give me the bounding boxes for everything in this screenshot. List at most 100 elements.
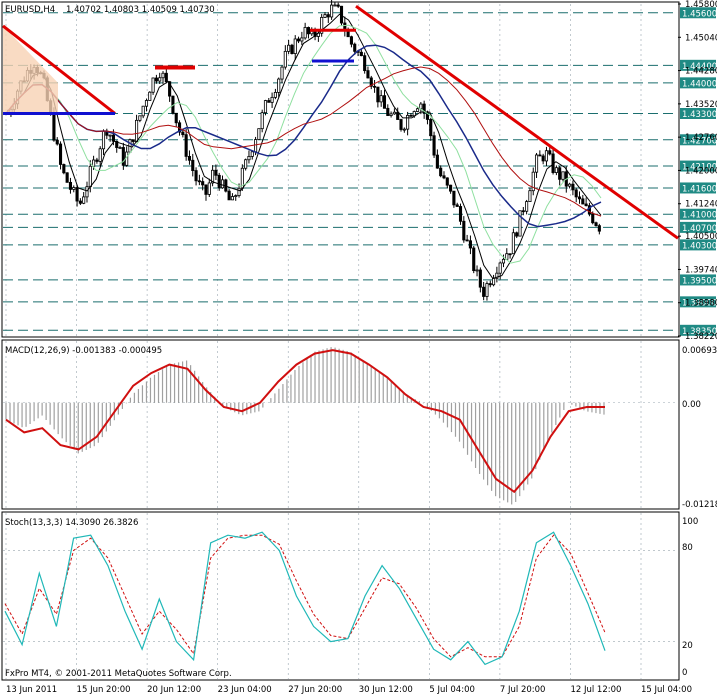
candle-body [82,196,86,204]
candle-body [293,38,297,54]
candle-body [442,175,446,179]
candle-body [118,147,122,149]
price-level-label-bg [680,296,716,308]
candle-body [227,190,231,201]
candle-body [525,201,529,212]
ma-fast-line [5,13,602,280]
candle-body [462,220,466,241]
candle-body [164,72,168,83]
price-level-label: 1.39500 [682,276,717,286]
candle-body [148,91,152,101]
time-axis: 13 Jun 2011 15 Jun 20:00 20 Jun 12:00 23 Ju… [6,685,692,695]
candle-body [554,167,558,173]
macd-tick-max: 0.00693 [682,346,717,356]
candle-body [399,119,403,130]
candle-body [184,134,188,157]
candle-body [452,190,456,206]
time-tick-label: 15 Jul 04:00 [641,685,692,695]
candle-body [376,86,380,103]
price-level-label: 1.38350 [682,327,717,337]
trendline-left [2,24,116,115]
candle-body [379,95,383,103]
candle-body [472,247,476,272]
candle-body [597,225,601,232]
candle-body [594,222,598,227]
candle-body [455,204,459,207]
candle-body [475,269,479,272]
candle-body [363,55,367,72]
candle-body [154,77,158,82]
candle-body [68,181,73,190]
candle-body [260,112,264,130]
copyright-text: FxPro MT4, © 2001-2011 MetaQuotes Softwa… [5,669,232,679]
price-level-label-bg [680,239,716,251]
macd-histogram [5,347,605,505]
candle-body [392,111,396,115]
candle-body [247,155,251,161]
candle-body [501,258,506,264]
candle-body [581,198,585,205]
time-tick-label: 20 Jun 12:00 [147,685,201,695]
candle-body [449,184,453,192]
candle-body [577,196,582,200]
price-level-label: 1.40700 [682,224,717,234]
candle-body [386,107,390,116]
candle-body [55,139,59,145]
price-level-label: 1.44000 [682,79,717,89]
candle-body [359,51,363,57]
candle-body [194,170,198,182]
candle-body [58,143,63,165]
candle-body [98,148,102,162]
price-level-label-bg [680,208,716,220]
candle-body [201,181,205,186]
candle-body [121,147,125,166]
candle-body [389,113,393,116]
candle-body [571,183,575,191]
candle-body [151,77,155,93]
candle-body [538,154,542,157]
stoch-signal-line [4,534,606,658]
candle-body [187,155,192,161]
candle-body [181,131,185,136]
price-level-label: 1.43300 [682,110,717,120]
candle-body [290,44,294,54]
candle-body [373,85,377,88]
main-panel: 1.45600 1.44400 1.44000 1.43300 1.42700 1.421… [1,0,717,338]
channel-fill [3,25,58,114]
candle-body [432,135,436,156]
price-level-label: 1.41600 [682,184,717,194]
price-tick-label: 1.44280 [685,67,717,77]
candle-body [429,119,433,137]
stoch-tick-100: 100 [682,517,698,527]
candle-body [445,177,449,186]
price-tick-label: 1.43520 [685,100,717,110]
candle-body [568,183,572,187]
candle-body [591,213,595,224]
candle-body [52,113,56,141]
stoch-tick-80: 80 [682,543,693,553]
candle-body [296,38,301,42]
candle-body [468,240,472,249]
candle-body [330,4,334,18]
candle-body [369,77,373,87]
time-tick-label: 23 Jun 04:00 [218,685,272,695]
moving-averages [5,13,602,280]
candle-body [505,253,509,260]
ma-green-line [5,24,602,264]
macd-signal-line [5,349,605,494]
price-level-label-bg [680,134,716,146]
candle-body [257,128,261,140]
candle-body [534,154,539,173]
price-level-label-bg [680,324,716,336]
candles [6,0,601,301]
candle-body [495,272,499,279]
stoch-panel: Stoch(13,3,3) 14.3090 26.3826 100 80 20 … [1,511,698,681]
candle-body [217,174,221,189]
candle-body [250,151,254,157]
main-panel-title: EURUSD,H4 [5,5,55,15]
candle-body [75,187,79,202]
price-tick-label: 1.42000 [685,166,717,176]
price-tick-label: 1.41240 [685,200,717,210]
time-tick-label: 12 Jul 12:00 [570,685,621,695]
